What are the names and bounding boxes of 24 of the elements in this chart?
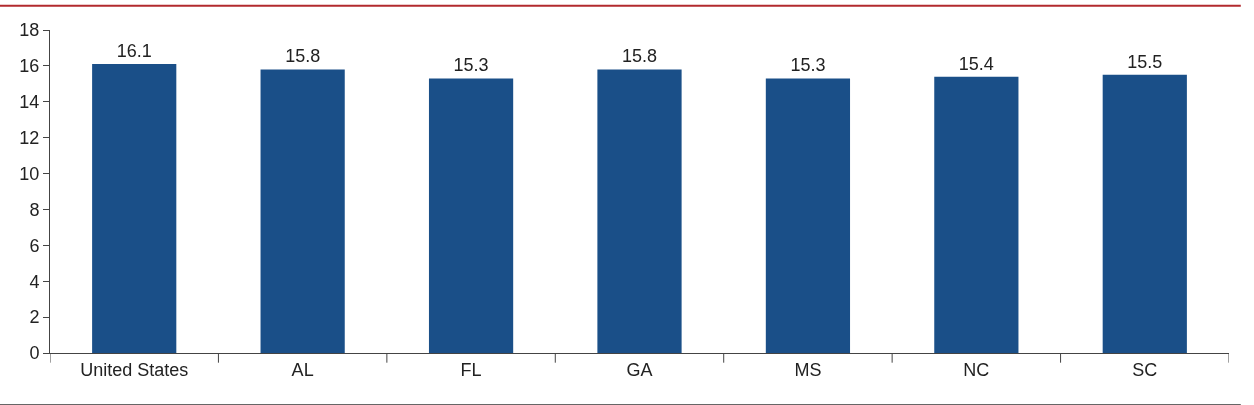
y-tick-label: 12 bbox=[19, 127, 40, 148]
y-tick-label: 8 bbox=[29, 199, 40, 220]
x-tick-label: FL bbox=[460, 359, 482, 380]
y-tick-label: 4 bbox=[29, 271, 40, 292]
y-tick-label: 18 bbox=[19, 20, 40, 41]
x-tick-label: NC bbox=[963, 359, 990, 380]
data-label: 15.8 bbox=[285, 46, 321, 67]
y-tick-label: 6 bbox=[29, 235, 40, 256]
data-label: 15.3 bbox=[453, 55, 489, 76]
data-label: 15.5 bbox=[1127, 51, 1163, 72]
data-label: 15.3 bbox=[790, 55, 826, 76]
x-tick-label: AL bbox=[291, 359, 314, 380]
x-tick-label: GA bbox=[626, 359, 653, 380]
x-tick-label: SC bbox=[1132, 359, 1158, 380]
data-label: 15.8 bbox=[621, 46, 658, 67]
y-tick-label: 10 bbox=[19, 163, 40, 184]
data-label: 16.1 bbox=[116, 41, 152, 62]
y-tick-label: 14 bbox=[19, 92, 40, 113]
data-label: 15.4 bbox=[958, 53, 994, 74]
y-tick-label: 16 bbox=[19, 56, 40, 77]
y-tick-label: 0 bbox=[29, 343, 40, 364]
y-tick-label: 2 bbox=[29, 307, 40, 328]
x-tick-label: MS bbox=[794, 359, 822, 380]
x-tick-label: United States bbox=[80, 359, 189, 380]
